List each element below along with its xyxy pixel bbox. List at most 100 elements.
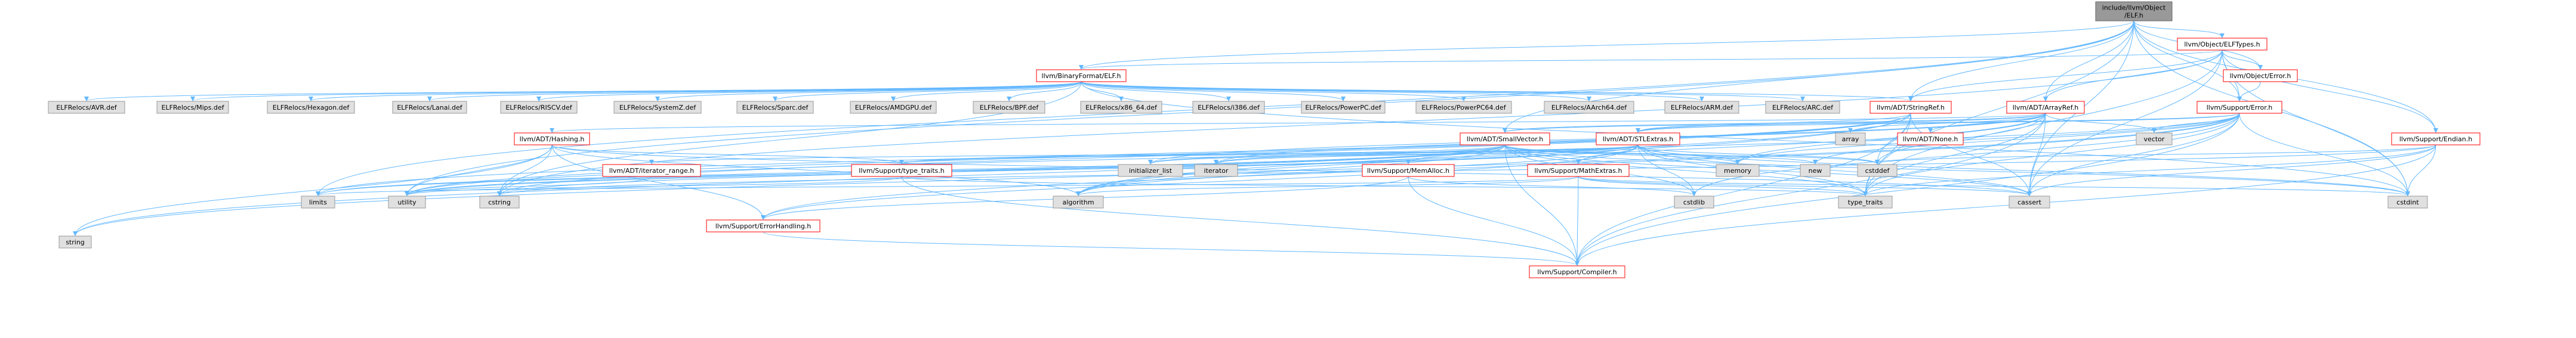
node-supperror[interactable]: llvm/Support/Error.h bbox=[2196, 101, 2282, 114]
edge-arrayref-to-stlextras bbox=[1636, 113, 2046, 133]
node-r_amdgpu: ELFRelocs/AMDGPU.def bbox=[850, 101, 937, 114]
node-errhandling[interactable]: llvm/Support/ErrorHandling.h bbox=[706, 219, 820, 232]
node-cstring: cstring bbox=[479, 196, 520, 209]
edge-stringref-to-string bbox=[73, 113, 1911, 236]
node-box-r_systemz bbox=[613, 101, 702, 114]
edge-hashing-to-utility bbox=[405, 144, 553, 196]
node-vector: vector bbox=[2136, 132, 2173, 145]
node-box-typetraits_std bbox=[1838, 196, 1893, 209]
node-label-arrayref: llvm/ADT/ArrayRef.h bbox=[2013, 104, 2079, 111]
edge-stlextras-to-utility bbox=[405, 144, 1639, 196]
node-box-mathextras bbox=[1527, 164, 1630, 177]
edge-stringref-to-compiler bbox=[1575, 113, 1911, 266]
node-box-array bbox=[1835, 132, 1866, 145]
node-box-none bbox=[1897, 132, 1964, 145]
node-objelftypes[interactable]: llvm/Object/ELFTypes.h bbox=[2177, 38, 2268, 51]
node-memory: memory bbox=[1716, 164, 1760, 177]
edge-supperror-to-stlextras bbox=[1636, 113, 2240, 133]
node-initlist: initializer_list bbox=[1118, 164, 1183, 177]
edge-endian-to-cstddef bbox=[1875, 144, 2436, 165]
edge-endian-to-compiler bbox=[1575, 144, 2436, 266]
node-label-root: include/llvm/Object bbox=[2102, 4, 2166, 12]
edge-endian-to-typetraits_std bbox=[1863, 144, 2436, 196]
edge-smallvector-to-compiler bbox=[1504, 144, 1579, 266]
node-objerror[interactable]: llvm/Object/Error.h bbox=[2223, 69, 2298, 82]
edge-smallvector-to-typetraits_std bbox=[1504, 144, 1868, 196]
node-iterator: iterator bbox=[1194, 164, 1238, 177]
node-r_riscv: ELFRelocs/RISCV.def bbox=[500, 101, 578, 114]
edge-endian-to-cstring bbox=[497, 144, 2436, 196]
edge-typetraits-to-compiler bbox=[901, 176, 1579, 266]
node-label-compiler: llvm/Support/Compiler.h bbox=[1537, 268, 1616, 276]
edge-supperror-to-typetraits_std bbox=[1863, 113, 2240, 196]
edge-stringref-to-typetraits_std bbox=[1863, 113, 1911, 196]
node-box-r_hexagon bbox=[267, 101, 355, 114]
node-r_sparc: ELFRelocs/Sparc.def bbox=[736, 101, 814, 114]
node-iterrange[interactable]: llvm/ADT/iterator_range.h bbox=[602, 164, 701, 177]
edge-objelftypes-to-cassert bbox=[2027, 49, 2223, 196]
node-stringref[interactable]: llvm/ADT/StringRef.h bbox=[1869, 101, 1952, 114]
node-label-stlextras: llvm/ADT/STLExtras.h bbox=[1603, 135, 1674, 143]
edge-binelf-to-r_ppc64 bbox=[1081, 81, 1466, 101]
node-r_mips: ELFRelocs/Mips.def bbox=[156, 101, 229, 114]
edge-smallvector-to-utility bbox=[405, 144, 1506, 196]
node-compiler[interactable]: llvm/Support/Compiler.h bbox=[1529, 265, 1625, 278]
edge-objelftypes-to-objerror bbox=[2222, 49, 2263, 70]
node-r_x86_64: ELFRelocs/x86_64.def bbox=[1080, 101, 1162, 114]
node-label-endian: llvm/Support/Endian.h bbox=[2399, 135, 2472, 143]
node-hashing[interactable]: llvm/ADT/Hashing.h bbox=[514, 132, 590, 145]
edge-stlextras-to-cstdint bbox=[1637, 144, 2410, 196]
edge-stlextras-to-memory bbox=[1637, 144, 1740, 165]
node-label-r_arc: ELFRelocs/ARC.def bbox=[1772, 104, 1834, 111]
node-box-stringref bbox=[1869, 101, 1952, 114]
node-r_ppc: ELFRelocs/PowerPC.def bbox=[1301, 101, 1386, 114]
node-endian[interactable]: llvm/Support/Endian.h bbox=[2391, 132, 2481, 145]
edge-typetraits-to-typetraits_std bbox=[901, 176, 1868, 196]
node-box-stlextras bbox=[1596, 132, 1680, 145]
node-array: array bbox=[1835, 132, 1866, 145]
node-stlextras[interactable]: llvm/ADT/STLExtras.h bbox=[1596, 132, 1680, 145]
edge-root-to-supperror bbox=[2133, 20, 2242, 101]
edge-mathextras-to-cassert bbox=[1578, 176, 2032, 196]
edge-endian-to-cassert bbox=[2027, 144, 2436, 196]
node-box-r_x86_64 bbox=[1080, 101, 1162, 114]
node-limits: limits bbox=[301, 196, 335, 209]
edge-binelf-to-r_aarch64 bbox=[1081, 81, 1591, 101]
node-box-r_bpf bbox=[973, 101, 1045, 114]
edge-arrayref-to-none bbox=[1928, 113, 2046, 133]
node-box-iterrange bbox=[602, 164, 701, 177]
edge-stlextras-to-cstdlib bbox=[1637, 144, 1696, 196]
edge-smallvector-to-typetraits bbox=[899, 144, 1506, 165]
node-r_systemz: ELFRelocs/SystemZ.def bbox=[613, 101, 702, 114]
node-label-typetraits: llvm/Support/type_traits.h bbox=[859, 167, 944, 175]
node-none[interactable]: llvm/ADT/None.h bbox=[1897, 132, 1964, 145]
node-label-hashing: llvm/ADT/Hashing.h bbox=[520, 135, 585, 143]
edge-stringref-to-algorithm bbox=[1076, 113, 1911, 196]
node-r_bpf: ELFRelocs/BPF.def bbox=[973, 101, 1045, 114]
node-box-objerror bbox=[2223, 69, 2298, 82]
node-mathextras[interactable]: llvm/Support/MathExtras.h bbox=[1527, 164, 1630, 177]
node-new: new bbox=[1800, 164, 1831, 177]
edge-hashing-to-algorithm bbox=[551, 144, 1081, 196]
node-arrayref[interactable]: llvm/ADT/ArrayRef.h bbox=[2006, 101, 2085, 114]
node-box-endian bbox=[2391, 132, 2481, 145]
node-r_lanai: ELFRelocs/Lanai.def bbox=[392, 101, 467, 114]
edge-arrayref-to-compiler bbox=[1575, 113, 2046, 266]
node-label-r_arm: ELFRelocs/ARM.def bbox=[1671, 104, 1733, 111]
node-smallvector[interactable]: llvm/ADT/SmallVector.h bbox=[1460, 132, 1550, 145]
node-box-iterator bbox=[1194, 164, 1238, 177]
node-box-objelftypes bbox=[2177, 38, 2268, 51]
node-label-utility: utility bbox=[397, 199, 417, 206]
node-box-r_avr bbox=[48, 101, 125, 114]
edge-stlextras-to-iterator bbox=[1214, 144, 1639, 165]
edge-mathextras-to-limits bbox=[316, 176, 1579, 196]
node-box-r_mips bbox=[156, 101, 229, 114]
node-typetraits[interactable]: llvm/Support/type_traits.h bbox=[851, 164, 952, 177]
node-root[interactable]: include/llvm/Object/ELF.h bbox=[2095, 1, 2173, 21]
node-box-memalloc bbox=[1362, 164, 1455, 177]
edge-binelf-to-cstring bbox=[497, 81, 1082, 196]
node-binelf[interactable]: llvm/BinaryFormat/ELF.h bbox=[1036, 69, 1127, 82]
node-memalloc[interactable]: llvm/Support/MemAlloc.h bbox=[1362, 164, 1455, 177]
node-box-r_i386 bbox=[1192, 101, 1265, 114]
node-box-string bbox=[58, 235, 92, 249]
